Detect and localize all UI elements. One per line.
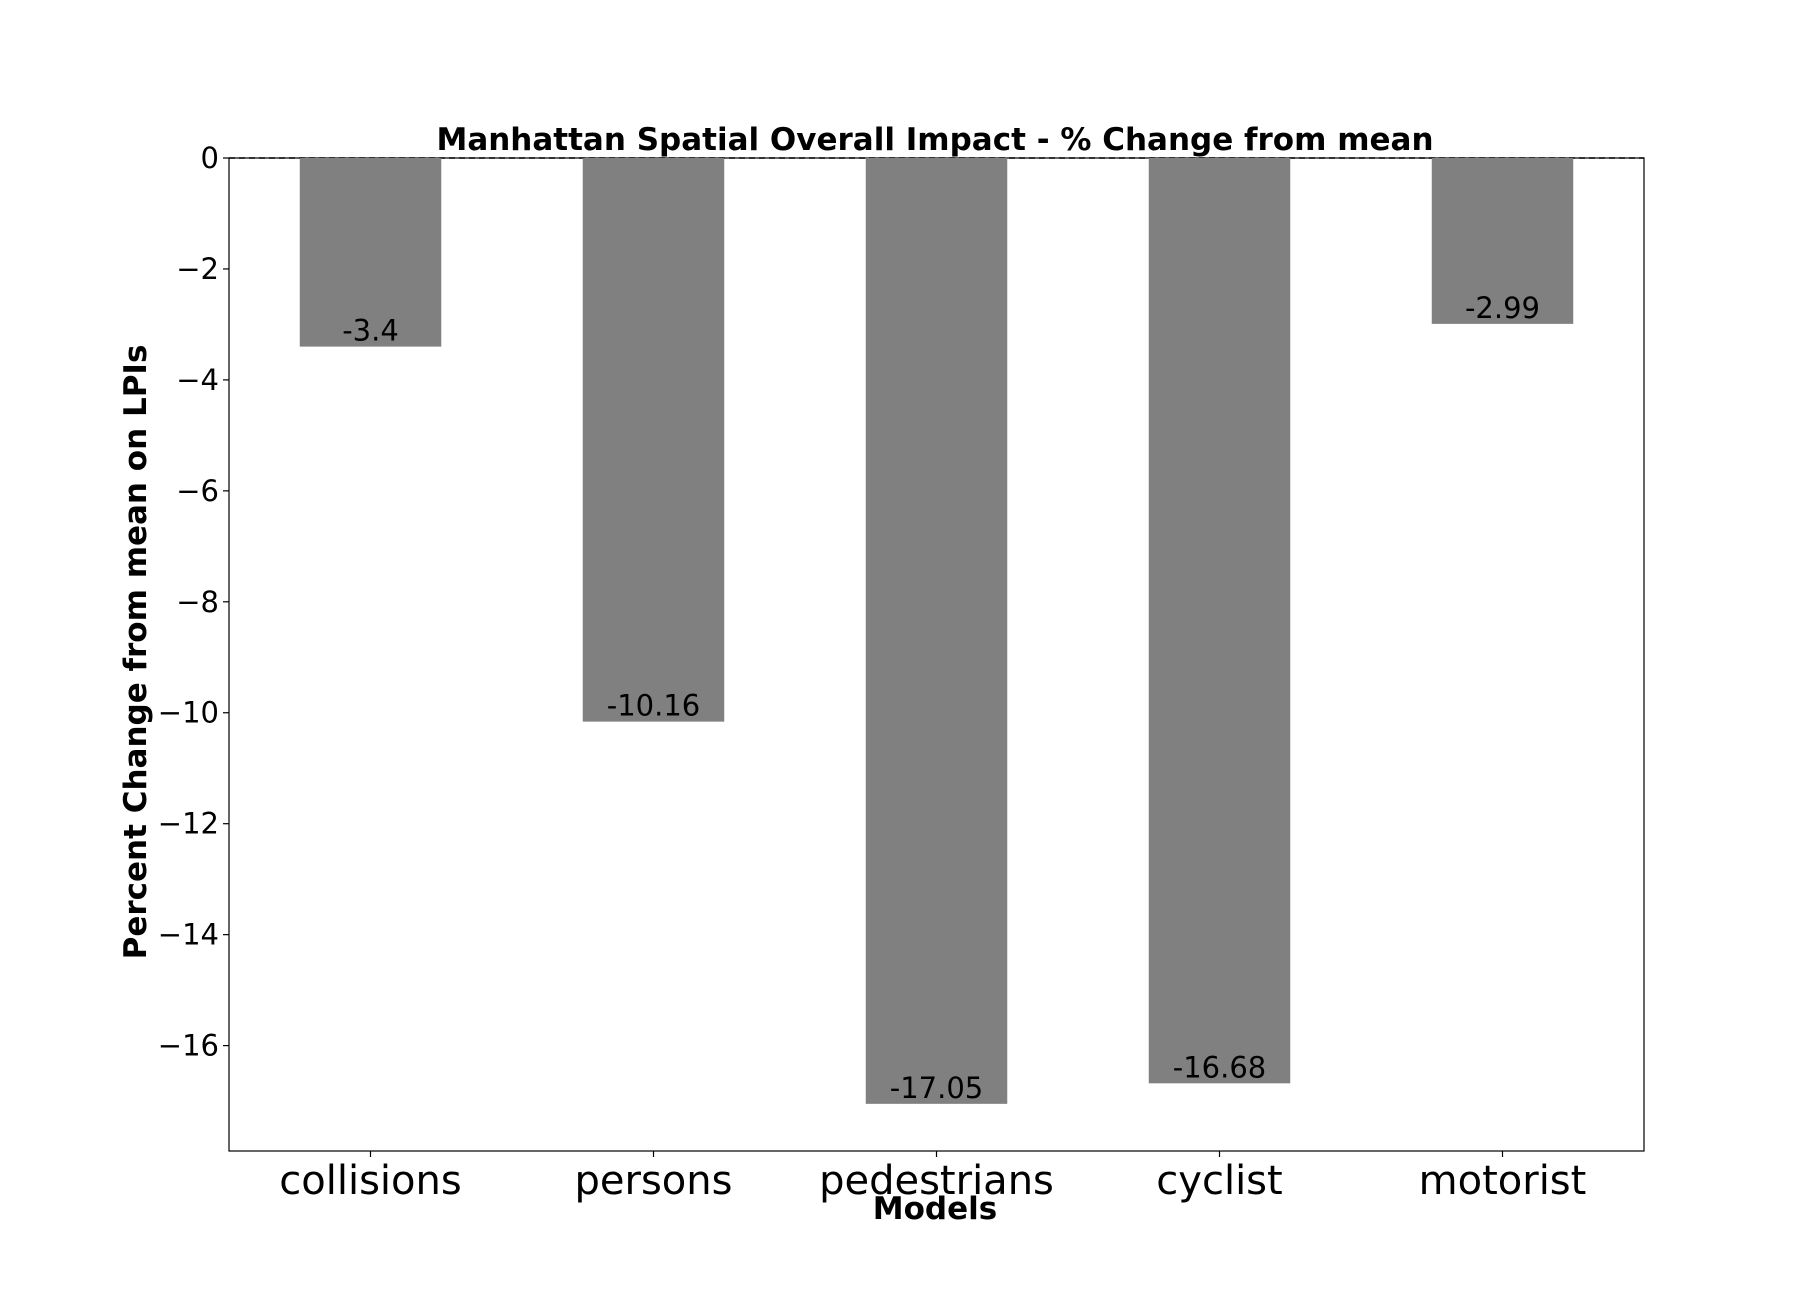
bar-value-label: -16.68 — [1173, 1050, 1267, 1084]
x-axis-ticks: collisions persons pedestrians cyclist motor… — [279, 1151, 1586, 1204]
y-tick-label: −2 — [176, 252, 219, 286]
x-tick-label: cyclist — [1156, 1158, 1282, 1204]
bar-labels-group: -3.4 -10.16 -17.05 -16.68 -2.99 — [342, 291, 1540, 1105]
bar-collisions — [299, 158, 442, 347]
y-tick-label: −16 — [158, 1029, 219, 1063]
bar-value-label: -10.16 — [607, 689, 701, 723]
bars-group — [299, 158, 1574, 1104]
bar-persons — [582, 158, 725, 722]
x-tick-label: collisions — [279, 1158, 461, 1204]
y-axis-label: Percent Change from mean on LPIs — [118, 345, 154, 960]
chart-title: Manhattan Spatial Overall Impact - % Cha… — [436, 122, 1433, 158]
y-tick-label: −4 — [176, 363, 219, 397]
y-tick-label: −10 — [158, 696, 219, 730]
bar-cyclist — [1148, 158, 1291, 1084]
x-axis-label: Models — [873, 1191, 997, 1227]
bar-pedestrians — [865, 158, 1008, 1104]
bar-motorist — [1431, 158, 1574, 324]
y-tick-label: 0 — [201, 141, 219, 175]
y-tick-label: −8 — [176, 585, 219, 619]
y-tick-label: −14 — [158, 918, 219, 952]
x-tick-label: motorist — [1419, 1158, 1587, 1204]
bar-value-label: -17.05 — [890, 1071, 984, 1105]
x-tick-label: persons — [575, 1158, 733, 1204]
bar-value-label: -2.99 — [1465, 291, 1540, 325]
bar-value-label: -3.4 — [342, 314, 399, 348]
y-tick-label: −12 — [158, 807, 219, 841]
y-axis-ticks: 0 −2 −4 −6 −8 −10 −12 −14 −16 — [158, 141, 229, 1063]
y-tick-label: −6 — [176, 474, 219, 508]
x-tick-label: pedestrians — [819, 1158, 1054, 1204]
